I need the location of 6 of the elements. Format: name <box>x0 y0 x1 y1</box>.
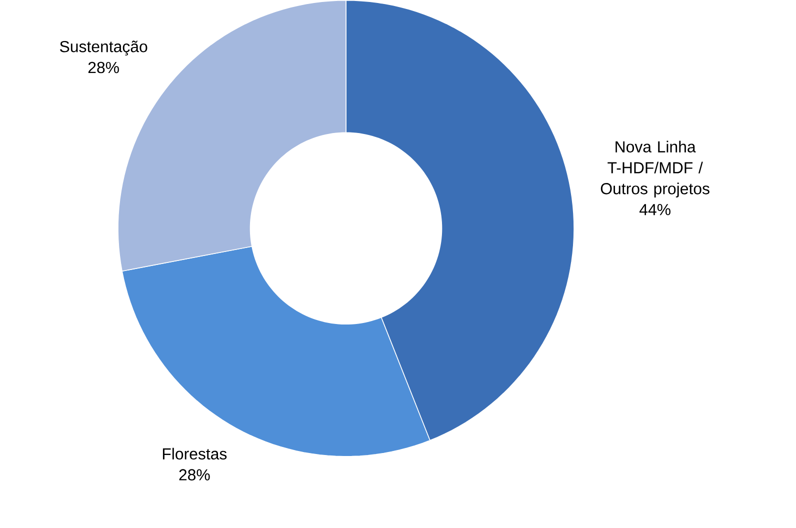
slice-label: Nova Linha T-HDF/MDF / Outros projetos <box>600 140 710 198</box>
data-label: 28% <box>179 468 210 480</box>
slice-label: Sustentação <box>60 40 148 56</box>
data-label: 28% <box>88 62 119 73</box>
slice-label: Florestas <box>162 448 227 460</box>
data-label: 44% <box>639 204 670 215</box>
